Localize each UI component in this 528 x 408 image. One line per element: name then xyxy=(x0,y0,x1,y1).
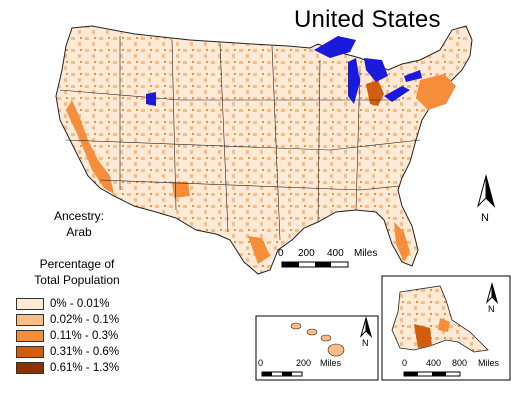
region-colorado xyxy=(172,182,190,198)
legend-item: 0% - 0.01% xyxy=(16,296,119,312)
legend-title: Percentage of Total Population xyxy=(22,256,132,288)
great-salt-lake xyxy=(146,92,156,106)
legend-title-line1: Percentage of xyxy=(39,257,115,271)
legend-swatch xyxy=(16,298,44,310)
alaska-north-label: N xyxy=(488,304,495,314)
main-scale-label: 200 xyxy=(298,248,315,259)
map-title: United States xyxy=(294,6,441,33)
ancestry-label-line1: Ancestry: xyxy=(53,209,104,223)
alaska-region-orange xyxy=(438,318,450,332)
lake-erie xyxy=(384,86,410,102)
legend-item: 0.61% - 1.3% xyxy=(16,360,119,376)
hawaii-north-label: N xyxy=(362,338,369,348)
legend-label: 0% - 0.01% xyxy=(50,298,110,310)
legend-swatch xyxy=(16,362,44,374)
great-lakes xyxy=(146,36,422,106)
region-florida xyxy=(394,222,410,262)
region-northeast xyxy=(416,74,456,110)
alaska-scale-label: Miles xyxy=(478,358,500,368)
north-arrow-icon xyxy=(477,174,495,208)
hawaii-scale-bar xyxy=(261,371,303,377)
legend-title-line2: Total Population xyxy=(34,273,120,287)
alaska-north-arrow-icon xyxy=(486,282,498,304)
alaska-scale-label: 800 xyxy=(452,358,468,368)
hawaii-islands xyxy=(290,322,345,357)
ancestry-label-line2: Arab xyxy=(66,225,92,239)
hawaii-scale-label: 0 xyxy=(258,358,264,368)
legend-swatch xyxy=(16,346,44,358)
lake-ontario xyxy=(404,70,422,82)
legend-swatch xyxy=(16,314,44,326)
legend-label: 0.31% - 0.6% xyxy=(50,346,120,358)
hawaii-inset-frame xyxy=(255,315,379,381)
ancestry-label: Ancestry: Arab xyxy=(44,208,114,240)
alaska-scale-label: 0 xyxy=(402,358,408,368)
legend: 0% - 0.01% 0.02% - 0.1% 0.11% - 0.3% 0.3… xyxy=(16,296,119,376)
legend-item: 0.02% - 0.1% xyxy=(16,312,119,328)
legend-item: 0.31% - 0.6% xyxy=(16,344,119,360)
legend-item: 0.11% - 0.3% xyxy=(16,328,119,344)
legend-swatch xyxy=(16,330,44,342)
region-michigan xyxy=(366,80,384,106)
main-scale-bar xyxy=(281,261,349,268)
lake-michigan xyxy=(348,58,360,104)
state-boundaries xyxy=(59,36,421,241)
legend-label: 0.11% - 0.3% xyxy=(50,330,119,342)
hawaii-north-arrow-icon xyxy=(360,316,372,338)
lake-superior xyxy=(314,36,356,58)
main-scale-label: Miles xyxy=(354,248,378,259)
main-scale-label: 0 xyxy=(278,248,284,259)
alaska-region-dark xyxy=(414,324,432,348)
main-scale-label: 400 xyxy=(327,248,344,259)
legend-label: 0.02% - 0.1% xyxy=(50,314,120,326)
lake-huron xyxy=(364,58,388,82)
alaska-scale-label: 400 xyxy=(426,358,442,368)
alaska-scale-bar xyxy=(403,371,461,377)
hawaii-scale-label: 200 xyxy=(296,358,312,368)
contiguous-us xyxy=(55,25,473,275)
region-texas xyxy=(248,236,270,264)
legend-label: 0.61% - 1.3% xyxy=(50,362,120,374)
hawaii-scale-label: Miles xyxy=(320,358,342,368)
north-label: N xyxy=(481,212,489,224)
region-california xyxy=(66,100,114,194)
